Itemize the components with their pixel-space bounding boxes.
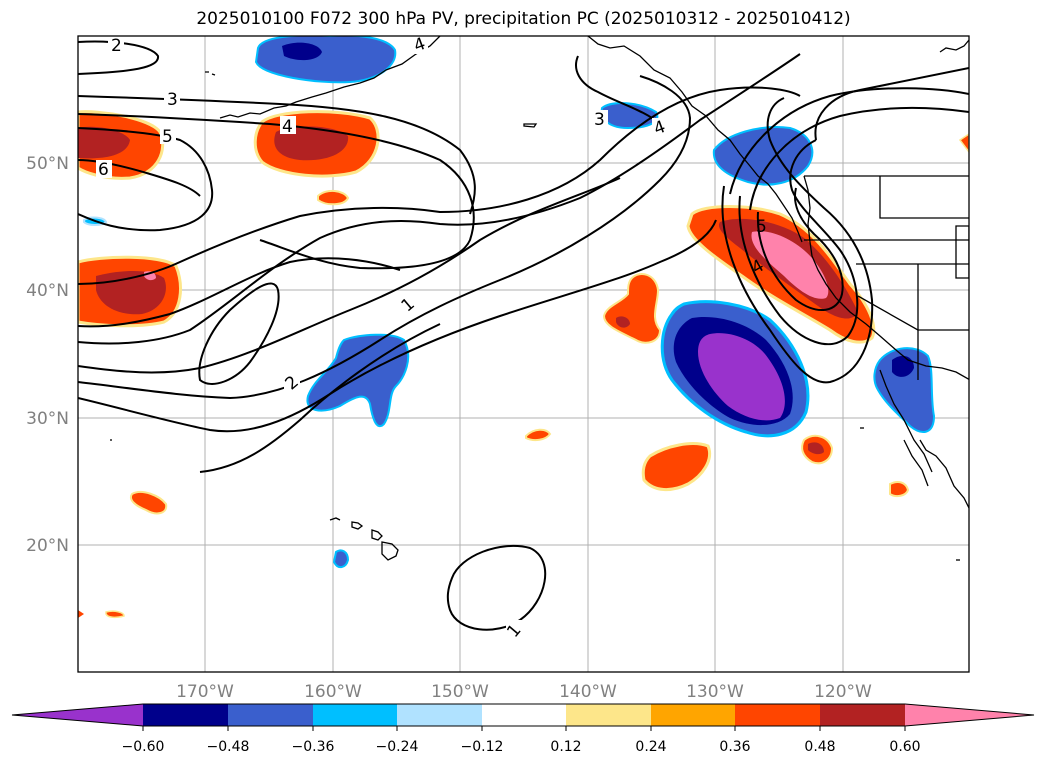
colorbar-swatch-neg024-neg012	[397, 704, 482, 726]
map-background	[78, 36, 969, 672]
colorbar-tick-label: 0.24	[635, 739, 666, 755]
pv-label-4-top: 4	[411, 34, 428, 56]
pv-label-3: 3	[167, 90, 178, 110]
colorbar-tick-label: 0.60	[889, 739, 920, 755]
colorbar-tick-label: 0.36	[719, 739, 750, 755]
colorbar-tick-label: −0.60	[122, 739, 165, 755]
colorbar-tick-label: −0.24	[376, 739, 419, 755]
contour-labels: 2 3 4 5 6 1 2 3 4 1 5 4 4	[96, 34, 768, 642]
pv-label-5: 5	[162, 127, 173, 147]
colorbar-swatch-neg060-neg048	[143, 704, 228, 726]
pv-label-3-alaska: 3	[594, 110, 605, 130]
colorbar-swatch-above-060	[905, 704, 1034, 726]
pv-contours	[78, 40, 969, 631]
longitude-labels: 170°W 160°W 150°W 140°W 130°W 120°W	[176, 682, 872, 702]
lon-label-150w: 150°W	[431, 682, 489, 702]
colorbar: −0.60 −0.48 −0.36 −0.24 −0.12 0.12 0.24 …	[11, 703, 1035, 755]
lat-label-40n: 40°N	[26, 281, 69, 301]
colorbar-swatch-neg036-neg024	[313, 704, 398, 726]
map-title: 2025010100 F072 300 hPa PV, precipitatio…	[196, 9, 851, 29]
colorbar-tick-label: 0.12	[550, 739, 581, 755]
colorbar-swatch-048-060	[820, 704, 905, 726]
colorbar-swatch-036-048	[735, 704, 820, 726]
coastlines	[110, 36, 969, 561]
colorbar-tick-label: −0.36	[292, 739, 335, 755]
colorbar-tick-labels: −0.60 −0.48 −0.36 −0.24 −0.12 0.12 0.24 …	[122, 739, 921, 755]
latitude-labels: 50°N 40°N 30°N 20°N	[26, 154, 69, 556]
lat-label-50n: 50°N	[26, 154, 69, 174]
lon-label-160w: 160°W	[304, 682, 362, 702]
colorbar-swatch-neg048-neg036	[228, 704, 313, 726]
colorbar-swatch-012-024	[566, 704, 651, 726]
lon-label-170w: 170°W	[176, 682, 234, 702]
lat-label-20n: 20°N	[26, 536, 69, 556]
colorbar-ticks	[142, 726, 906, 731]
colorbar-swatch-024-036	[651, 704, 736, 726]
colorbar-swatch-below-neg060	[12, 704, 143, 726]
lon-label-140w: 140°W	[559, 682, 617, 702]
lon-label-130w: 130°W	[686, 682, 744, 702]
lon-label-120w: 120°W	[814, 682, 872, 702]
precipitation-pc-fill	[78, 36, 969, 619]
colorbar-tick-label: −0.48	[207, 739, 250, 755]
pv-label-4: 4	[282, 117, 293, 137]
map-frame	[77, 35, 970, 673]
lat-label-30n: 30°N	[26, 409, 69, 429]
pv-label-2-top: 2	[111, 36, 122, 56]
colorbar-tick-label: −0.12	[461, 739, 504, 755]
pv-label-5-coast: 5	[756, 217, 767, 237]
pv-label-6: 6	[98, 160, 109, 180]
colorbar-tick-label: 0.48	[804, 739, 835, 755]
colorbar-swatch-neg012-012	[482, 704, 567, 726]
